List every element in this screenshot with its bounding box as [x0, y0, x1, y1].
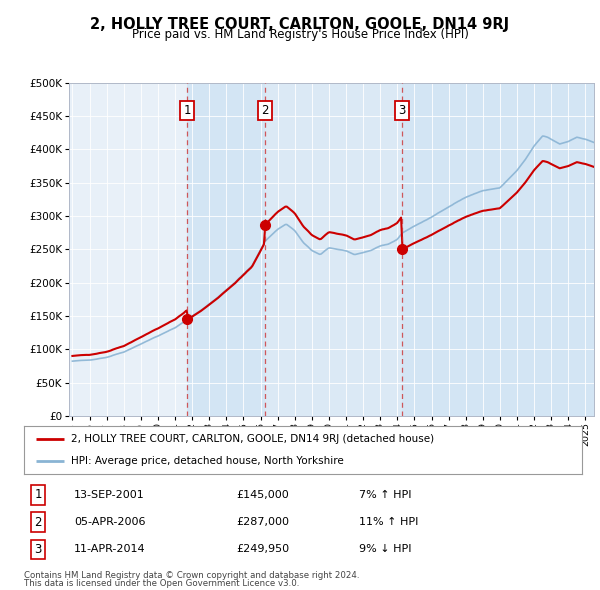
Text: 3: 3 — [398, 104, 406, 117]
Text: Contains HM Land Registry data © Crown copyright and database right 2024.: Contains HM Land Registry data © Crown c… — [24, 571, 359, 579]
Text: 2: 2 — [261, 104, 269, 117]
Text: 9% ↓ HPI: 9% ↓ HPI — [359, 545, 412, 555]
Text: HPI: Average price, detached house, North Yorkshire: HPI: Average price, detached house, Nort… — [71, 456, 344, 466]
Text: £249,950: £249,950 — [236, 545, 289, 555]
Text: 11-APR-2014: 11-APR-2014 — [74, 545, 146, 555]
Bar — [187, 83, 265, 416]
Text: 1: 1 — [184, 104, 191, 117]
Bar — [265, 83, 402, 416]
Text: 2: 2 — [34, 516, 42, 529]
Text: 05-APR-2006: 05-APR-2006 — [74, 517, 146, 527]
Text: 1: 1 — [34, 489, 42, 502]
Text: £287,000: £287,000 — [236, 517, 289, 527]
Bar — [187, 83, 265, 416]
Text: Price paid vs. HM Land Registry's House Price Index (HPI): Price paid vs. HM Land Registry's House … — [131, 28, 469, 41]
Bar — [402, 83, 594, 416]
Text: 3: 3 — [34, 543, 41, 556]
Text: £145,000: £145,000 — [236, 490, 289, 500]
Text: This data is licensed under the Open Government Licence v3.0.: This data is licensed under the Open Gov… — [24, 579, 299, 588]
Text: 13-SEP-2001: 13-SEP-2001 — [74, 490, 145, 500]
Text: 11% ↑ HPI: 11% ↑ HPI — [359, 517, 418, 527]
Text: 7% ↑ HPI: 7% ↑ HPI — [359, 490, 412, 500]
Text: 2, HOLLY TREE COURT, CARLTON, GOOLE, DN14 9RJ (detached house): 2, HOLLY TREE COURT, CARLTON, GOOLE, DN1… — [71, 434, 434, 444]
Text: 2, HOLLY TREE COURT, CARLTON, GOOLE, DN14 9RJ: 2, HOLLY TREE COURT, CARLTON, GOOLE, DN1… — [91, 17, 509, 31]
Bar — [402, 83, 594, 416]
